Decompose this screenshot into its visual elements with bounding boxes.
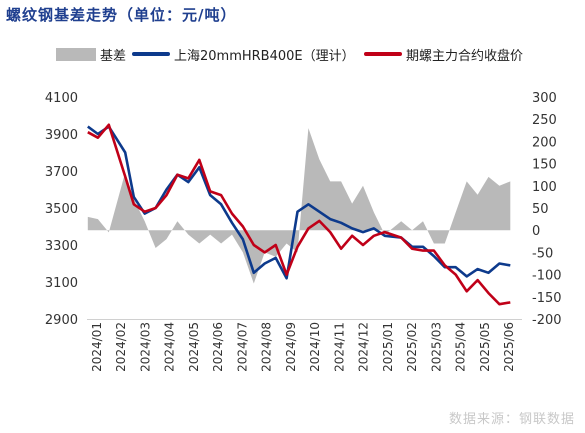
x-tick-label: 2025/01 bbox=[381, 322, 395, 372]
y-right-tick-label: 50 bbox=[532, 202, 549, 217]
basis-area bbox=[87, 128, 511, 284]
spot-price-line bbox=[87, 125, 511, 280]
x-tick-label: 2024/09 bbox=[284, 322, 298, 372]
y-right-tick-label: -100 bbox=[532, 269, 562, 284]
x-tick-label: 2025/06 bbox=[502, 322, 516, 372]
source-note: 数据来源：钢联数据 bbox=[448, 412, 575, 427]
y-right-tick-label: 150 bbox=[532, 158, 557, 173]
x-tick-label: 2024/08 bbox=[260, 322, 274, 372]
x-tick-label: 2024/02 bbox=[114, 322, 128, 372]
y-right-tick-label: 100 bbox=[532, 180, 557, 195]
x-tick-label: 2025/04 bbox=[454, 322, 468, 372]
y-left-tick-label: 3300 bbox=[45, 239, 78, 254]
legend-swatch-futures bbox=[364, 52, 402, 56]
x-tick-label: 2025/05 bbox=[478, 322, 492, 372]
x-tick-label: 2024/12 bbox=[357, 322, 371, 372]
y-right-tick-label: 250 bbox=[532, 113, 557, 128]
legend-label-spot: 上海20mmHRB400E（理计） bbox=[174, 49, 355, 64]
y-left-tick-label: 4100 bbox=[45, 91, 78, 106]
futures-price-line bbox=[87, 123, 511, 306]
legend-swatch-spot bbox=[132, 52, 170, 56]
x-tick-label: 2024/04 bbox=[163, 322, 177, 372]
x-tick-label: 2024/11 bbox=[332, 322, 346, 372]
chart-title: 螺纹钢基差走势（单位：元/吨） bbox=[6, 6, 237, 24]
y-right-tick-label: 300 bbox=[532, 91, 557, 106]
legend-swatch-basis bbox=[56, 48, 96, 61]
y-left-tick-label: 3900 bbox=[45, 128, 78, 143]
y-left-tick-label: 3500 bbox=[45, 202, 78, 217]
y-right-tick-label: -50 bbox=[532, 246, 553, 261]
y-right-tick-label: -150 bbox=[532, 291, 562, 306]
x-tick-label: 2024/06 bbox=[211, 322, 225, 372]
y-right-tick-label: 200 bbox=[532, 135, 557, 150]
x-tick-label: 2025/03 bbox=[429, 322, 443, 372]
x-tick-label: 2024/01 bbox=[90, 322, 104, 372]
y-right-tick-label: 0 bbox=[532, 224, 540, 239]
y-right-tick-label: -200 bbox=[532, 313, 562, 328]
y-left-tick-label: 2900 bbox=[45, 313, 78, 328]
x-tick-label: 2024/07 bbox=[235, 322, 249, 372]
legend-label-futures: 期螺主力合约收盘价 bbox=[406, 49, 524, 64]
x-tick-label: 2025/02 bbox=[405, 322, 419, 372]
y-left-tick-label: 3100 bbox=[45, 276, 78, 291]
x-tick-label: 2024/10 bbox=[308, 322, 322, 372]
x-tick-label: 2024/05 bbox=[187, 322, 201, 372]
legend-label-basis: 基差 bbox=[100, 49, 127, 64]
x-tick-label: 2024/03 bbox=[139, 322, 153, 372]
y-left-tick-label: 3700 bbox=[45, 165, 78, 180]
